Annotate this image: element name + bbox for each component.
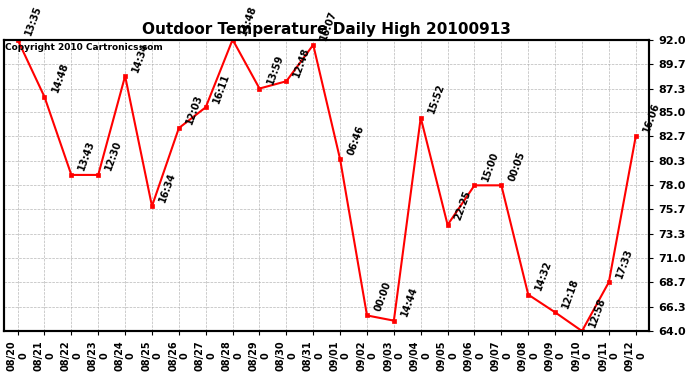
- Text: 15:52: 15:52: [426, 82, 446, 115]
- Text: 12:48: 12:48: [292, 46, 312, 78]
- Title: Outdoor Temperature Daily High 20100913: Outdoor Temperature Daily High 20100913: [142, 22, 511, 37]
- Text: 14:32: 14:32: [534, 259, 554, 292]
- Text: 13:43: 13:43: [77, 140, 97, 172]
- Text: 00:00: 00:00: [373, 280, 393, 313]
- Text: 16:11: 16:11: [211, 72, 231, 105]
- Text: 14:48: 14:48: [50, 62, 70, 94]
- Text: 06:46: 06:46: [346, 124, 366, 156]
- Text: 22:25: 22:25: [453, 189, 473, 222]
- Text: 15:00: 15:00: [480, 150, 500, 183]
- Text: 14:48: 14:48: [238, 4, 258, 37]
- Text: 12:58: 12:58: [588, 296, 608, 328]
- Text: 16:34: 16:34: [157, 171, 177, 203]
- Text: Copyright 2010 Cartronics.com: Copyright 2010 Cartronics.com: [6, 42, 164, 51]
- Text: 12:03: 12:03: [184, 93, 204, 125]
- Text: 14:44: 14:44: [400, 285, 420, 318]
- Text: 16:06: 16:06: [641, 101, 661, 134]
- Text: 16:07: 16:07: [319, 9, 339, 42]
- Text: 13:35: 13:35: [23, 4, 43, 37]
- Text: 12:18: 12:18: [561, 277, 581, 309]
- Text: 17:33: 17:33: [614, 247, 634, 279]
- Text: 13:59: 13:59: [265, 53, 285, 86]
- Text: 14:34: 14:34: [130, 41, 150, 73]
- Text: 00:05: 00:05: [507, 150, 527, 183]
- Text: 12:30: 12:30: [104, 140, 124, 172]
